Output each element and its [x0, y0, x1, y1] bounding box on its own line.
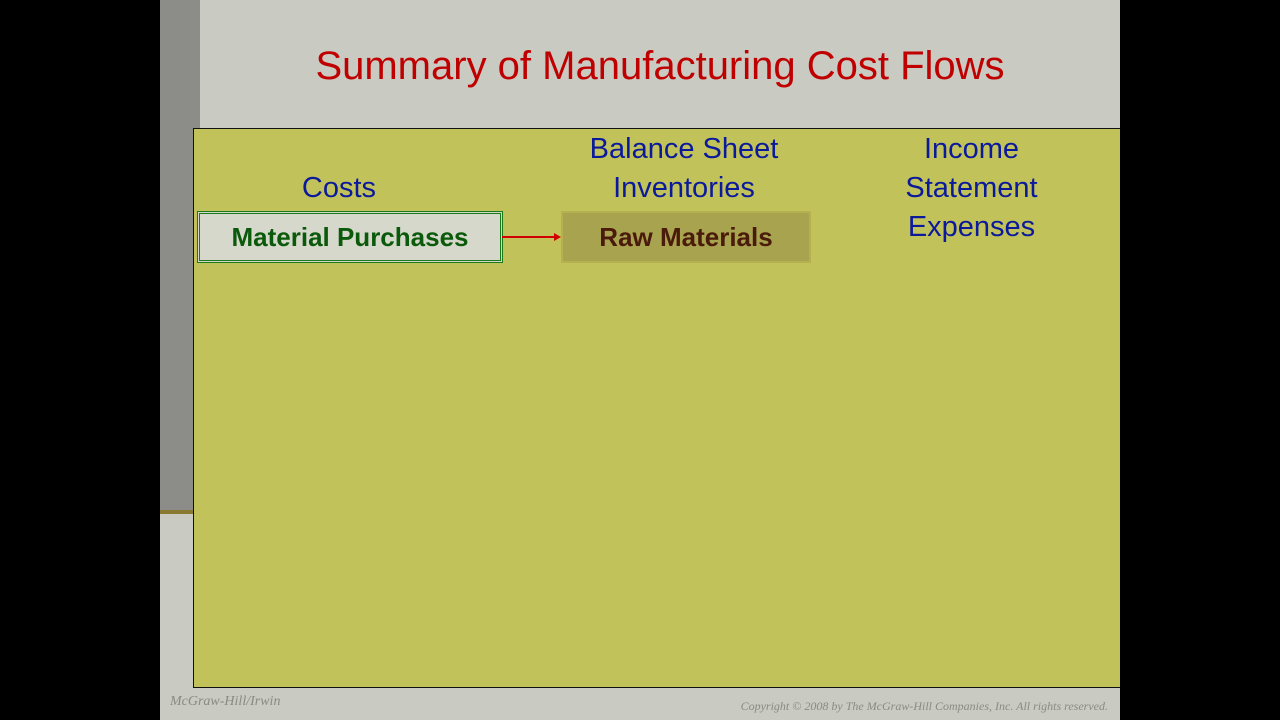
footer-copyright: Copyright © 2008 by The McGraw-Hill Comp… — [740, 699, 1108, 713]
header-balance-sheet: Balance Sheet Inventories — [589, 133, 779, 204]
header-income-statement: Income Statement Expenses — [905, 133, 1038, 243]
slide-title: Summary of Manufacturing Cost Flows — [315, 44, 1005, 88]
decorative-accent — [160, 510, 193, 514]
diagram-panel: Costs Balance Sheet Inventories Income S… — [193, 128, 1120, 688]
slide: Summary of Manufacturing Cost Flows Cost… — [160, 0, 1120, 720]
footer-publisher: McGraw-Hill/Irwin — [170, 694, 281, 709]
flow-arrow — [502, 233, 561, 241]
raw-materials-box: Raw Materials — [561, 211, 811, 263]
header-costs: Costs — [301, 172, 377, 204]
material-purchases-box: Material Purchases — [197, 211, 503, 263]
